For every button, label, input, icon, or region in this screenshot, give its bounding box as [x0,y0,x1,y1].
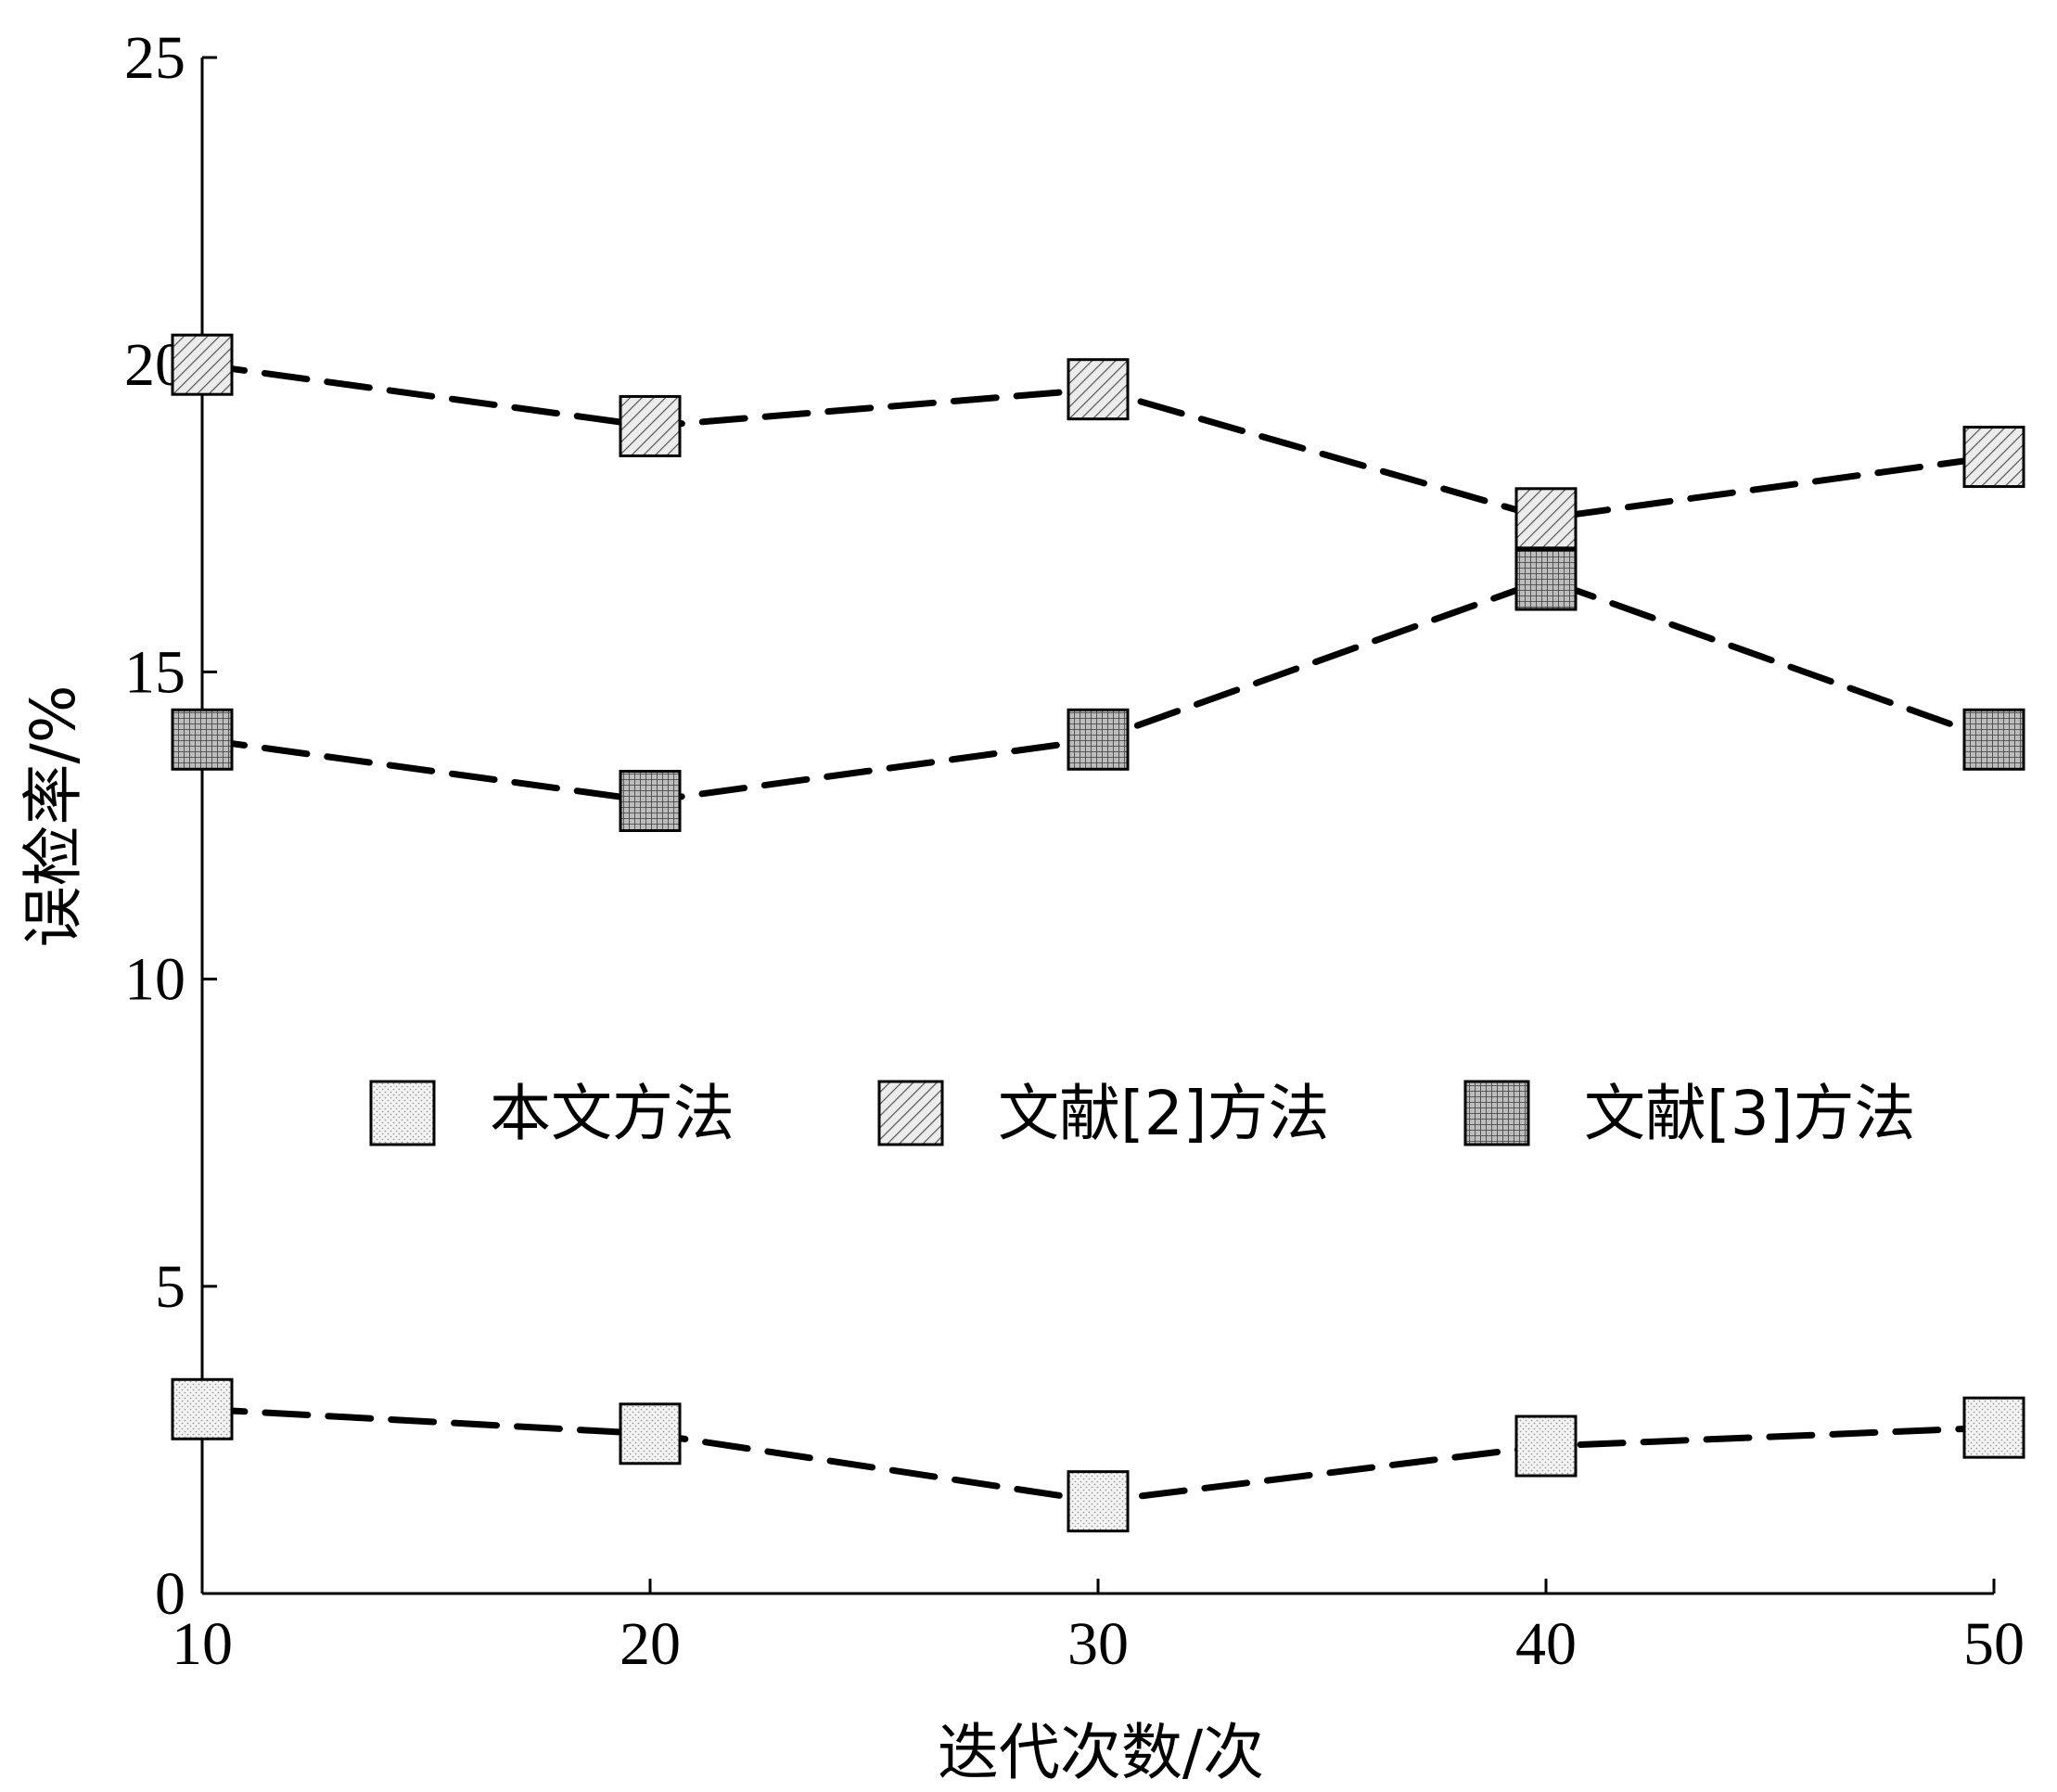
data-point [1514,548,1578,611]
x-tick-label: 40 [1515,1610,1577,1678]
data-point [171,333,234,396]
x-tick-label: 30 [1067,1610,1129,1678]
data-point [1962,1396,2025,1459]
y-tick-label: 5 [155,1253,185,1321]
data-point [619,1402,682,1466]
data-point [1514,1414,1578,1478]
legend-swatch [1463,1080,1530,1146]
series-lines [198,361,1998,1505]
data-point [619,770,682,833]
y-axis-title: 误检率/% [18,685,89,948]
data-point [1514,487,1578,550]
legend-swatch [369,1080,436,1146]
y-tick-label: 0 [155,1560,185,1628]
data-point [171,708,234,771]
data-point [1067,708,1130,771]
legend-swatch [877,1080,944,1146]
x-tick-label: 20 [620,1610,681,1678]
data-point [1067,1470,1130,1533]
legend-label: 文献[2]方法 [998,1078,1330,1149]
legend-label: 本文方法 [490,1078,735,1149]
x-tick-label: 10 [172,1610,233,1678]
series-markers [171,333,2025,1533]
y-tick-label: 25 [124,24,185,92]
x-tick-label: 50 [1963,1610,2025,1678]
y-tick-label: 10 [124,946,185,1014]
data-point [1067,358,1130,421]
y-tick-label: 15 [124,638,185,706]
data-point [171,1377,234,1440]
legend: 本文方法 文献[2]方法 文献[3]方法 [369,1078,1916,1149]
data-point [1962,708,2025,771]
x-axis-title: 迭代次数/次 [938,1717,1264,1788]
data-point [619,394,682,457]
data-point [1962,426,2025,489]
legend-label: 文献[3]方法 [1584,1078,1916,1149]
